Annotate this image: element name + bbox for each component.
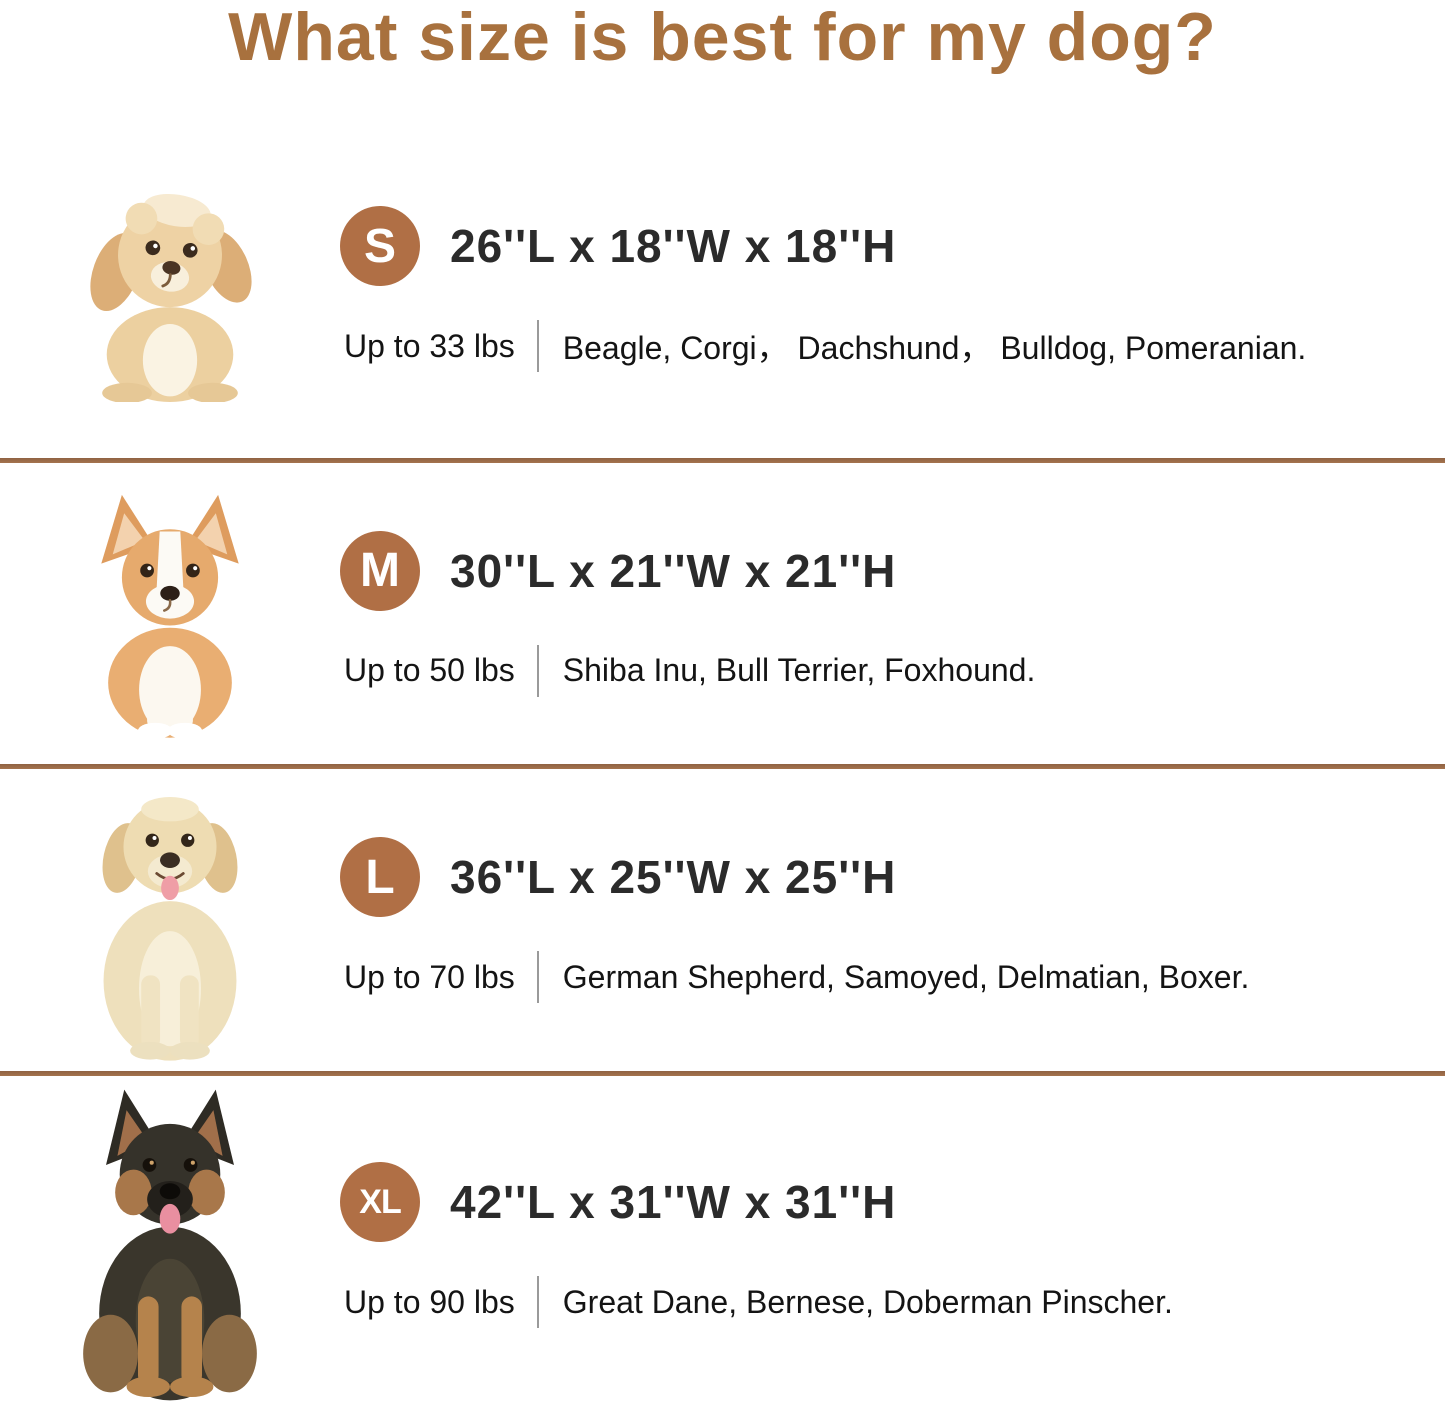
weight-limit-m: Up to 50 lbs xyxy=(344,652,515,688)
dog-photo-small-puppy xyxy=(0,176,340,402)
size-row-l: L 36''L x 25''W x 25''H Up to 70 lbs Ger… xyxy=(0,769,1445,1071)
size-row-xl: XL 42''L x 31''W x 31''H Up to 90 lbs Gr… xyxy=(0,1076,1445,1414)
vertical-divider xyxy=(536,644,539,697)
golden-retriever-illustration xyxy=(102,797,238,1061)
page-title: What size is best for my dog? xyxy=(0,0,1445,120)
dimensions-text-s: 26''L x 18''W x 18''H xyxy=(450,220,897,272)
breed-list-m: Shiba Inu, Bull Terrier, Foxhound. xyxy=(562,652,1036,688)
german-shepherd-illustration xyxy=(83,1089,257,1401)
corgi-illustration xyxy=(101,494,239,739)
vertical-divider xyxy=(536,951,539,1003)
breed-list-xl: Great Dane, Bernese, Doberman Pinscher. xyxy=(562,1283,1173,1320)
dog-photo-german-shepherd xyxy=(0,1085,340,1405)
row-divider xyxy=(0,764,1445,769)
weight-limit-s: Up to 33 lbs xyxy=(344,327,515,364)
size-row-head: XL 42''L x 31''W x 31''H xyxy=(340,1162,1421,1242)
size-info-xl: XL 42''L x 31''W x 31''H Up to 90 lbs Gr… xyxy=(340,1162,1445,1328)
size-row-sub: Up to 70 lbs German Shepherd, Samoyed, D… xyxy=(344,951,1421,1003)
vertical-divider xyxy=(536,1276,539,1328)
weight-limit-l: Up to 70 lbs xyxy=(344,958,515,995)
size-row-m: M 30''L x 21''W x 21''H Up to 50 lbs Shi… xyxy=(0,463,1445,764)
size-info-s: S 26''L x 18''W x 18''H Up to 33 lbs Bea… xyxy=(340,206,1445,372)
size-badge-m: M xyxy=(340,530,420,611)
dimensions-text-l: 36''L x 25''W x 25''H xyxy=(450,851,897,903)
size-row-sub: Up to 90 lbs Great Dane, Bernese, Doberm… xyxy=(344,1276,1421,1328)
row-divider xyxy=(0,1071,1445,1076)
size-badge-l: L xyxy=(340,837,420,917)
size-row-sub: Up to 50 lbs Shiba Inu, Bull Terrier, Fo… xyxy=(344,644,1421,697)
dog-photo-corgi xyxy=(0,488,340,740)
vertical-divider xyxy=(536,320,539,372)
size-row-sub: Up to 33 lbs Beagle, Corgi， Dachshund， B… xyxy=(344,320,1421,372)
weight-limit-xl: Up to 90 lbs xyxy=(344,1283,515,1320)
size-row-head: M 30''L x 21''W x 21''H xyxy=(340,530,1421,611)
breed-list-l: German Shepherd, Samoyed, Delmatian, Box… xyxy=(562,958,1250,995)
row-divider xyxy=(0,458,1445,463)
size-info-m: M 30''L x 21''W x 21''H Up to 50 lbs Shi… xyxy=(340,530,1445,697)
size-info-l: L 36''L x 25''W x 25''H Up to 70 lbs Ger… xyxy=(340,837,1445,1003)
size-badge-s: S xyxy=(340,206,420,286)
dimensions-text-m: 30''L x 21''W x 21''H xyxy=(450,544,897,597)
size-badge-xl: XL xyxy=(340,1162,420,1242)
size-row-s: S 26''L x 18''W x 18''H Up to 33 lbs Bea… xyxy=(0,120,1445,458)
page-title-text: What size is best for my dog? xyxy=(228,0,1217,75)
size-row-head: L 36''L x 25''W x 25''H xyxy=(340,837,1421,917)
dog-photo-golden-retriever xyxy=(0,776,340,1064)
size-row-head: S 26''L x 18''W x 18''H xyxy=(340,206,1421,286)
dimensions-text-xl: 42''L x 31''W x 31''H xyxy=(450,1176,897,1228)
breed-list-s: Beagle, Corgi， Dachshund， Bulldog, Pomer… xyxy=(562,330,1307,366)
puppy-illustration xyxy=(90,193,252,402)
